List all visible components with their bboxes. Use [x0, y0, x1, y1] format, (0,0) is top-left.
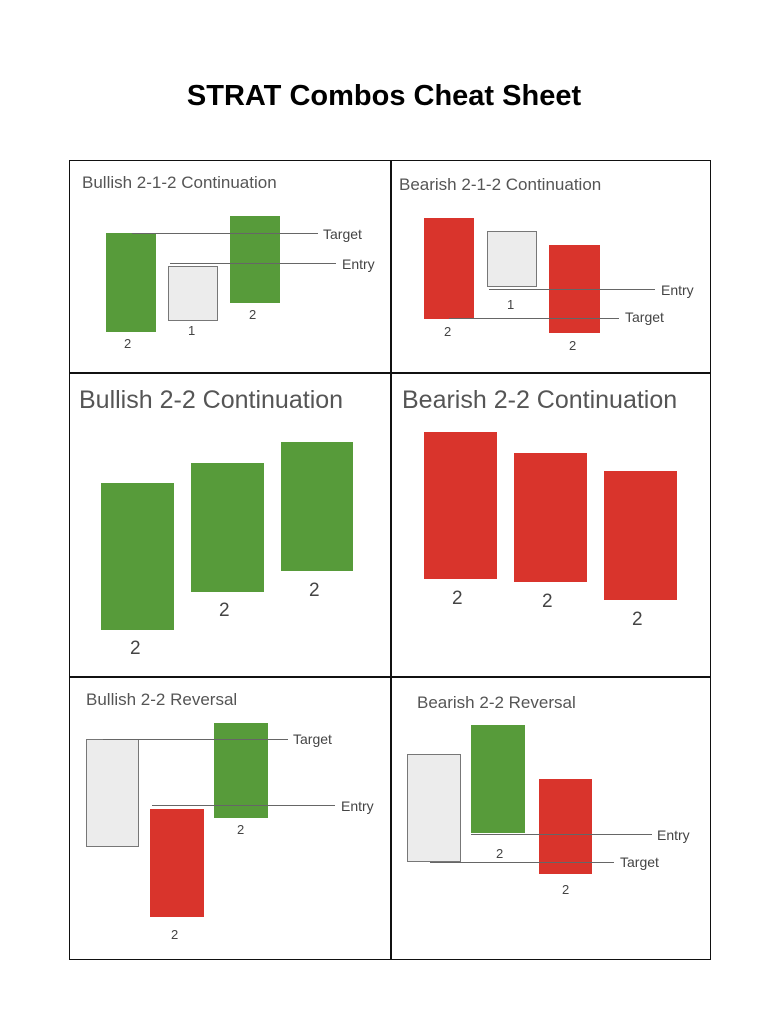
panel-title: Bullish 2-2 Reversal — [86, 690, 238, 709]
candle-inside-1 — [168, 266, 218, 321]
candle-bearish-2 — [539, 779, 592, 874]
candle-label: 2 — [309, 580, 320, 601]
candle-label: 2 — [130, 638, 141, 659]
candle-label: 2 — [632, 609, 643, 630]
candle-inside-1 — [487, 231, 537, 287]
panel-title: Bullish 2-1-2 Continuation — [82, 173, 277, 192]
candle-label: 2 — [171, 927, 179, 942]
entry-label: Entry — [661, 282, 694, 298]
candle-label: 2 — [444, 324, 452, 339]
candle-bearish-2 — [150, 809, 204, 917]
candle-label: 2 — [452, 588, 463, 609]
entry-line — [152, 805, 335, 806]
candle-bullish-2 — [106, 233, 156, 332]
candle-label: 1 — [188, 323, 196, 338]
grid-divider-vertical — [390, 161, 392, 959]
candle-label: 2 — [542, 591, 553, 612]
candle-bullish-2 — [471, 725, 525, 833]
target-line — [430, 862, 614, 863]
candle-label: 2 — [569, 338, 577, 353]
candle-bullish-2 — [191, 463, 264, 592]
target-line — [103, 739, 288, 740]
target-line — [132, 233, 318, 234]
entry-label: Entry — [657, 827, 690, 843]
target-line — [449, 318, 619, 319]
target-label: Target — [293, 731, 332, 747]
panel-title: Bearish 2-1-2 Continuation — [399, 175, 602, 194]
entry-label: Entry — [341, 798, 374, 814]
cheat-sheet-grid — [69, 160, 711, 960]
entry-label: Entry — [342, 256, 375, 272]
target-label: Target — [323, 226, 362, 242]
entry-line — [489, 289, 655, 290]
panel-title: Bearish 2-2 Continuation — [402, 386, 678, 414]
grid-divider-row-2 — [70, 676, 710, 678]
candle-label: 2 — [219, 600, 230, 621]
candle-bullish-2 — [230, 216, 280, 303]
candle-bearish-2 — [604, 471, 677, 600]
candle-bearish-2 — [424, 432, 497, 579]
candle-bullish-2 — [101, 483, 174, 630]
candle-label: 2 — [249, 307, 257, 322]
candle-bearish-2 — [514, 453, 587, 582]
candle-label: 2 — [562, 882, 570, 897]
candle-bullish-2 — [281, 442, 353, 571]
candle-label: 2 — [237, 822, 245, 837]
panel-title: Bullish 2-2 Continuation — [79, 386, 344, 414]
panel-title: Bearish 2-2 Reversal — [417, 693, 576, 712]
candle-prior-bar — [407, 754, 461, 862]
grid-divider-row-1 — [70, 372, 710, 374]
candle-label: 1 — [507, 297, 515, 312]
target-label: Target — [625, 309, 664, 325]
candle-label: 2 — [124, 336, 132, 351]
entry-line — [170, 263, 336, 264]
candle-bearish-2 — [424, 218, 474, 319]
candle-label: 2 — [496, 846, 504, 861]
page-title: STRAT Combos Cheat Sheet — [186, 80, 582, 112]
target-label: Target — [620, 854, 659, 870]
entry-line — [471, 834, 652, 835]
candle-prior-bar — [86, 739, 139, 847]
candle-bullish-2 — [214, 723, 268, 818]
